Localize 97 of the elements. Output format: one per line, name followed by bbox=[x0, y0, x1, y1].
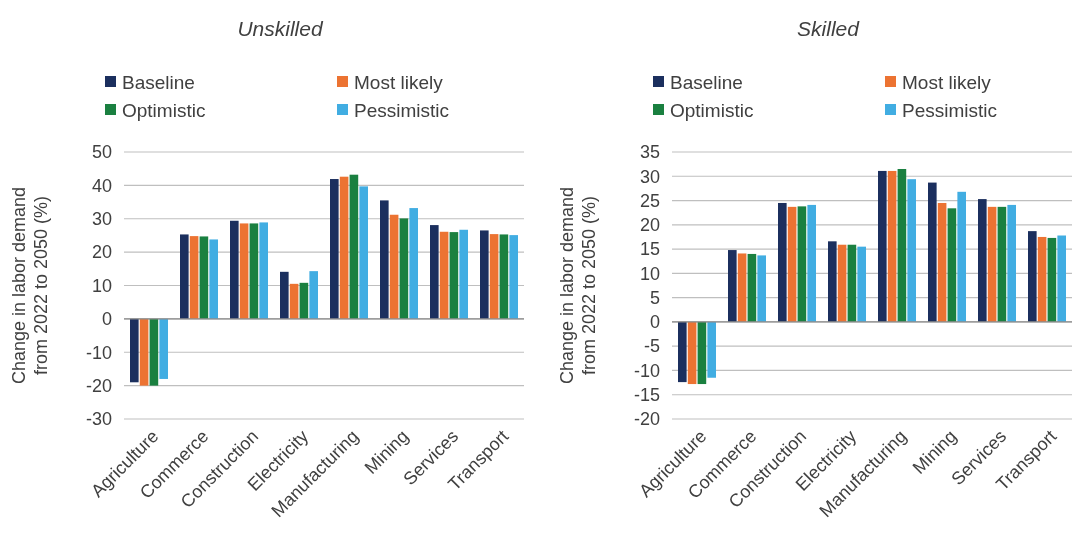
bar bbox=[159, 318, 168, 379]
bar bbox=[978, 199, 987, 322]
bar bbox=[399, 218, 409, 319]
bar bbox=[230, 220, 239, 319]
bar bbox=[130, 318, 139, 383]
bar bbox=[349, 174, 359, 319]
bar bbox=[459, 229, 468, 319]
bar bbox=[737, 253, 747, 322]
bar bbox=[180, 234, 189, 319]
legend-label: Baseline bbox=[122, 71, 195, 93]
y-tick-label: 0 bbox=[101, 309, 112, 330]
bar bbox=[797, 206, 807, 322]
y-tick-label: -20 bbox=[85, 375, 112, 396]
bar bbox=[309, 271, 318, 319]
bar bbox=[707, 321, 716, 378]
bar bbox=[678, 321, 687, 383]
bar bbox=[778, 202, 787, 322]
bar bbox=[847, 244, 857, 322]
bar bbox=[957, 191, 966, 322]
bar bbox=[897, 168, 907, 322]
legend-label: Optimistic bbox=[670, 99, 754, 121]
bar bbox=[430, 225, 439, 319]
bar bbox=[987, 206, 997, 322]
bar bbox=[728, 250, 737, 322]
bar bbox=[807, 204, 816, 322]
bar bbox=[480, 230, 489, 319]
bar bbox=[299, 282, 309, 319]
y-tick-label: 5 bbox=[649, 287, 660, 308]
bar bbox=[878, 170, 887, 322]
bar bbox=[747, 253, 757, 322]
bar bbox=[380, 200, 389, 319]
bar bbox=[209, 239, 218, 319]
bar bbox=[449, 232, 459, 319]
bar bbox=[389, 214, 399, 319]
y-tick-label: 30 bbox=[91, 209, 112, 230]
bar bbox=[887, 170, 897, 322]
bar bbox=[907, 179, 916, 322]
bar bbox=[499, 234, 509, 319]
y-tick-label: -15 bbox=[633, 385, 660, 406]
y-tick-label: 15 bbox=[639, 239, 660, 260]
y-tick-label: -5 bbox=[643, 336, 660, 357]
bar bbox=[1037, 236, 1047, 322]
y-tick-label: 30 bbox=[639, 166, 660, 187]
legend-label: Optimistic bbox=[122, 99, 206, 121]
bar bbox=[828, 241, 837, 322]
y-tick-label: -30 bbox=[85, 409, 112, 430]
bar bbox=[687, 321, 697, 385]
y-tick-label: 25 bbox=[639, 190, 660, 211]
y-tick-label: 40 bbox=[91, 175, 112, 196]
bar bbox=[189, 236, 199, 319]
legend-label: Baseline bbox=[670, 71, 743, 93]
bar bbox=[489, 234, 499, 319]
y-tick-label: 0 bbox=[649, 312, 660, 333]
bar bbox=[330, 179, 339, 319]
bar bbox=[249, 223, 259, 319]
y-tick-label: -10 bbox=[633, 360, 660, 381]
y-tick-label: 20 bbox=[91, 242, 112, 263]
bar bbox=[757, 255, 766, 322]
y-axis-title: Change in labor demand from 2022 to 2050 (%) bbox=[557, 186, 599, 385]
y-tick-label: 10 bbox=[639, 263, 660, 284]
legend-label: Most likely bbox=[902, 71, 992, 93]
bar bbox=[1047, 237, 1057, 322]
bar bbox=[409, 208, 418, 319]
bar bbox=[997, 206, 1007, 322]
legend-label: Pessimistic bbox=[354, 99, 450, 121]
y-axis-title: Change in labor demand from 2022 to 2050 (%) bbox=[9, 186, 51, 385]
bar bbox=[239, 223, 249, 319]
bar bbox=[149, 318, 159, 386]
chart-title: Unskilled bbox=[237, 17, 324, 40]
bar bbox=[259, 222, 268, 319]
chart-title: Skilled bbox=[797, 17, 861, 40]
legend-label: Most likely bbox=[354, 71, 444, 93]
y-tick-label: -20 bbox=[633, 409, 660, 430]
bar bbox=[1028, 231, 1037, 322]
y-tick-label: 35 bbox=[639, 142, 660, 163]
legend-label: Pessimistic bbox=[902, 99, 998, 121]
bar bbox=[199, 236, 209, 319]
y-tick-label: 10 bbox=[91, 275, 112, 296]
y-tick-label: 20 bbox=[639, 215, 660, 236]
bar bbox=[280, 271, 289, 319]
bar bbox=[139, 318, 149, 386]
bar bbox=[947, 208, 957, 322]
y-tick-label: 50 bbox=[91, 142, 112, 163]
bar bbox=[339, 176, 349, 319]
bar bbox=[1007, 204, 1016, 322]
bar bbox=[787, 206, 797, 322]
bar bbox=[697, 321, 707, 385]
bar bbox=[439, 231, 449, 319]
bar bbox=[509, 235, 518, 319]
bar bbox=[928, 182, 937, 322]
bar bbox=[857, 246, 866, 322]
bar bbox=[289, 283, 299, 319]
bar bbox=[359, 186, 368, 319]
bar bbox=[937, 202, 947, 322]
bar bbox=[837, 244, 847, 322]
bar bbox=[1057, 235, 1066, 322]
y-tick-label: -10 bbox=[85, 342, 112, 363]
